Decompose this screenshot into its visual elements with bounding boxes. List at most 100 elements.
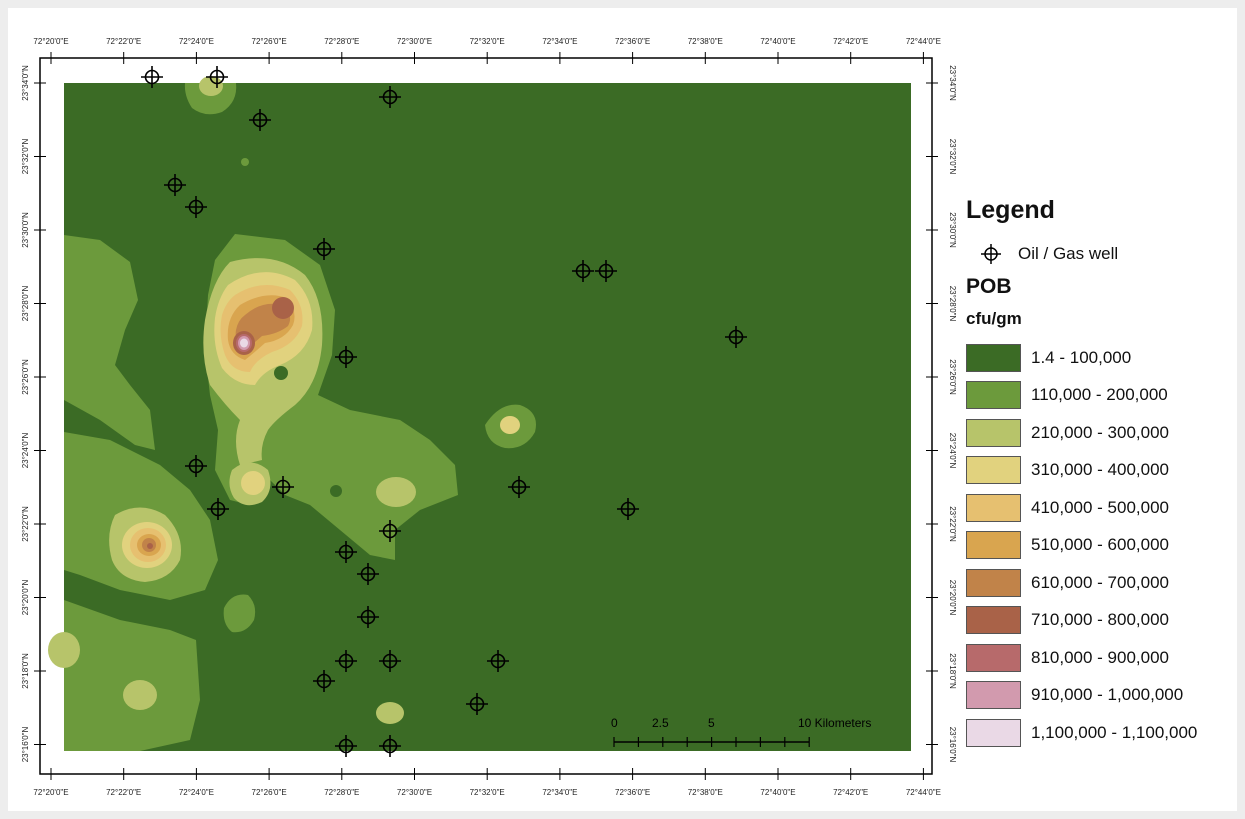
oil-gas-well-icon	[572, 260, 594, 282]
class-area-2	[241, 158, 249, 166]
legend-swatch	[966, 606, 1021, 635]
class-area-8	[272, 297, 294, 319]
oil-gas-well-icon	[313, 238, 335, 260]
scale-bar: 0 2.5 5 10 Kilometers	[611, 716, 871, 747]
oil-gas-well-icon	[141, 66, 163, 88]
map-canvas: 72°20'0"E 72°22'0"E 72°24'0"E 72°26'0"E 72°2…	[21, 37, 957, 797]
bottom-tick-label: 72°26'0"E	[252, 788, 287, 797]
graticule-ticks: 72°20'0"E 72°22'0"E 72°24'0"E 72°26'0"E 72°2…	[21, 37, 957, 797]
legend-class-item: 510,000 - 600,000	[966, 527, 1236, 565]
oil-gas-well-icon	[508, 476, 530, 498]
legend-class-item: 910,000 - 1,000,000	[966, 677, 1236, 715]
legend-class-list: 1.4 - 100,000 110,000 - 200,000 210,000 - …	[966, 339, 1236, 752]
scale-label-5: 5	[708, 716, 715, 730]
legend-swatch	[966, 343, 1021, 372]
top-tick-label: 72°38'0"E	[688, 37, 723, 46]
oil-gas-well-icon	[466, 693, 488, 715]
bottom-tick-label: 72°44'0"E	[906, 788, 941, 797]
legend-class-item: 1,100,000 - 1,100,000	[966, 714, 1236, 752]
map-frame: 72°20'0"E 72°22'0"E 72°24'0"E 72°26'0"E 72°2…	[8, 8, 1237, 811]
pob-surface	[48, 76, 911, 751]
bottom-tick-label: 72°38'0"E	[688, 788, 723, 797]
oil-gas-well-icon	[595, 260, 617, 282]
left-tick-label: 23°30'0"N	[21, 212, 30, 248]
oil-gas-well-icon	[487, 650, 509, 672]
oil-gas-well-icon	[357, 563, 379, 585]
right-tick-label: 23°26'0"N	[948, 359, 957, 395]
top-tick-label: 72°30'0"E	[397, 37, 432, 46]
oil-gas-well-icon	[249, 109, 271, 131]
graticule-frame	[39, 57, 933, 775]
top-tick-label: 72°26'0"E	[252, 37, 287, 46]
class-area-1	[274, 366, 288, 380]
legend-class-label: 1,100,000 - 1,100,000	[1031, 722, 1198, 742]
top-tick-label: 72°36'0"E	[615, 37, 650, 46]
legend-class-label: 710,000 - 800,000	[1031, 610, 1170, 630]
legend-swatch	[966, 381, 1021, 410]
class-area-1	[330, 485, 342, 497]
legend-class-item: 110,000 - 200,000	[966, 377, 1236, 415]
oil-gas-well-icon	[185, 455, 207, 477]
legend-swatch	[966, 456, 1021, 485]
well-label: Oil / Gas well	[1018, 244, 1119, 263]
scale-label-0: 0	[611, 716, 618, 730]
class-area-2	[64, 235, 155, 450]
legend-class-item: 610,000 - 700,000	[966, 564, 1236, 602]
oil-gas-well-icon	[617, 498, 639, 520]
top-tick-label: 72°32'0"E	[470, 37, 505, 46]
bottom-tick-label: 72°28'0"E	[324, 788, 359, 797]
oil-gas-well-icon	[357, 606, 379, 628]
legend: Legend Oil / Gas well POB cfu/gm 1.4 - 1…	[966, 196, 1236, 752]
legend-class-label: 410,000 - 500,000	[1031, 497, 1170, 517]
bottom-tick-label: 72°22'0"E	[106, 788, 141, 797]
left-tick-label: 23°16'0"N	[21, 726, 30, 762]
scale-label-2-5: 2.5	[652, 716, 669, 730]
oil-gas-well-icon	[313, 670, 335, 692]
oil-gas-well-icon	[164, 174, 186, 196]
class-area-2	[184, 83, 237, 115]
right-tick-label: 23°24'0"N	[948, 433, 957, 469]
legend-class-item: 310,000 - 400,000	[966, 452, 1236, 490]
class-area-3	[376, 477, 416, 507]
left-tick-label: 23°22'0"N	[21, 506, 30, 542]
legend-class-item: 410,000 - 500,000	[966, 489, 1236, 527]
oil-gas-well-icon	[185, 196, 207, 218]
scale-label-10-km: 10 Kilometers	[798, 716, 871, 730]
class-area-4	[241, 471, 265, 495]
class-area-1	[64, 83, 911, 751]
legend-class-item: 710,000 - 800,000	[966, 602, 1236, 640]
right-tick-label: 23°16'0"N	[948, 727, 957, 763]
well-crosshair-icon	[981, 244, 1001, 264]
legend-class-label: 110,000 - 200,000	[1031, 385, 1168, 405]
top-tick-label: 72°44'0"E	[906, 37, 941, 46]
right-tick-label: 23°20'0"N	[948, 580, 957, 616]
top-tick-label: 72°24'0"E	[179, 37, 214, 46]
legend-class-label: 610,000 - 700,000	[1031, 572, 1170, 592]
bottom-tick-label: 72°42'0"E	[833, 788, 868, 797]
legend-swatch	[966, 531, 1021, 560]
legend-class-label: 1.4 - 100,000	[1031, 347, 1132, 367]
oil-gas-well-icon	[206, 66, 228, 88]
top-tick-label: 72°20'0"E	[33, 37, 68, 46]
class-area-11	[240, 338, 248, 348]
right-tick-label: 23°18'0"N	[948, 653, 957, 689]
legend-unit: cfu/gm	[966, 309, 1022, 328]
legend-class-label: 810,000 - 900,000	[1031, 647, 1170, 667]
oil-gas-well-icon	[379, 650, 401, 672]
oil-gas-well-icon	[379, 735, 401, 757]
legend-class-label: 210,000 - 300,000	[1031, 422, 1170, 442]
oil-gas-well-icon	[335, 346, 357, 368]
bottom-tick-label: 72°24'0"E	[179, 788, 214, 797]
right-tick-label: 23°32'0"N	[948, 139, 957, 175]
legend-well-entry: Oil / Gas well	[980, 243, 1236, 265]
bottom-tick-label: 72°32'0"E	[470, 788, 505, 797]
bottom-tick-label: 72°40'0"E	[760, 788, 795, 797]
oil-gas-well-icon	[335, 735, 357, 757]
oil-gas-well-icon	[207, 498, 229, 520]
bottom-tick-label: 72°34'0"E	[542, 788, 577, 797]
legend-swatch	[966, 643, 1021, 672]
top-tick-label: 72°42'0"E	[833, 37, 868, 46]
left-tick-label: 23°26'0"N	[21, 359, 30, 395]
left-tick-label: 23°20'0"N	[21, 579, 30, 615]
class-area-3	[123, 680, 157, 710]
